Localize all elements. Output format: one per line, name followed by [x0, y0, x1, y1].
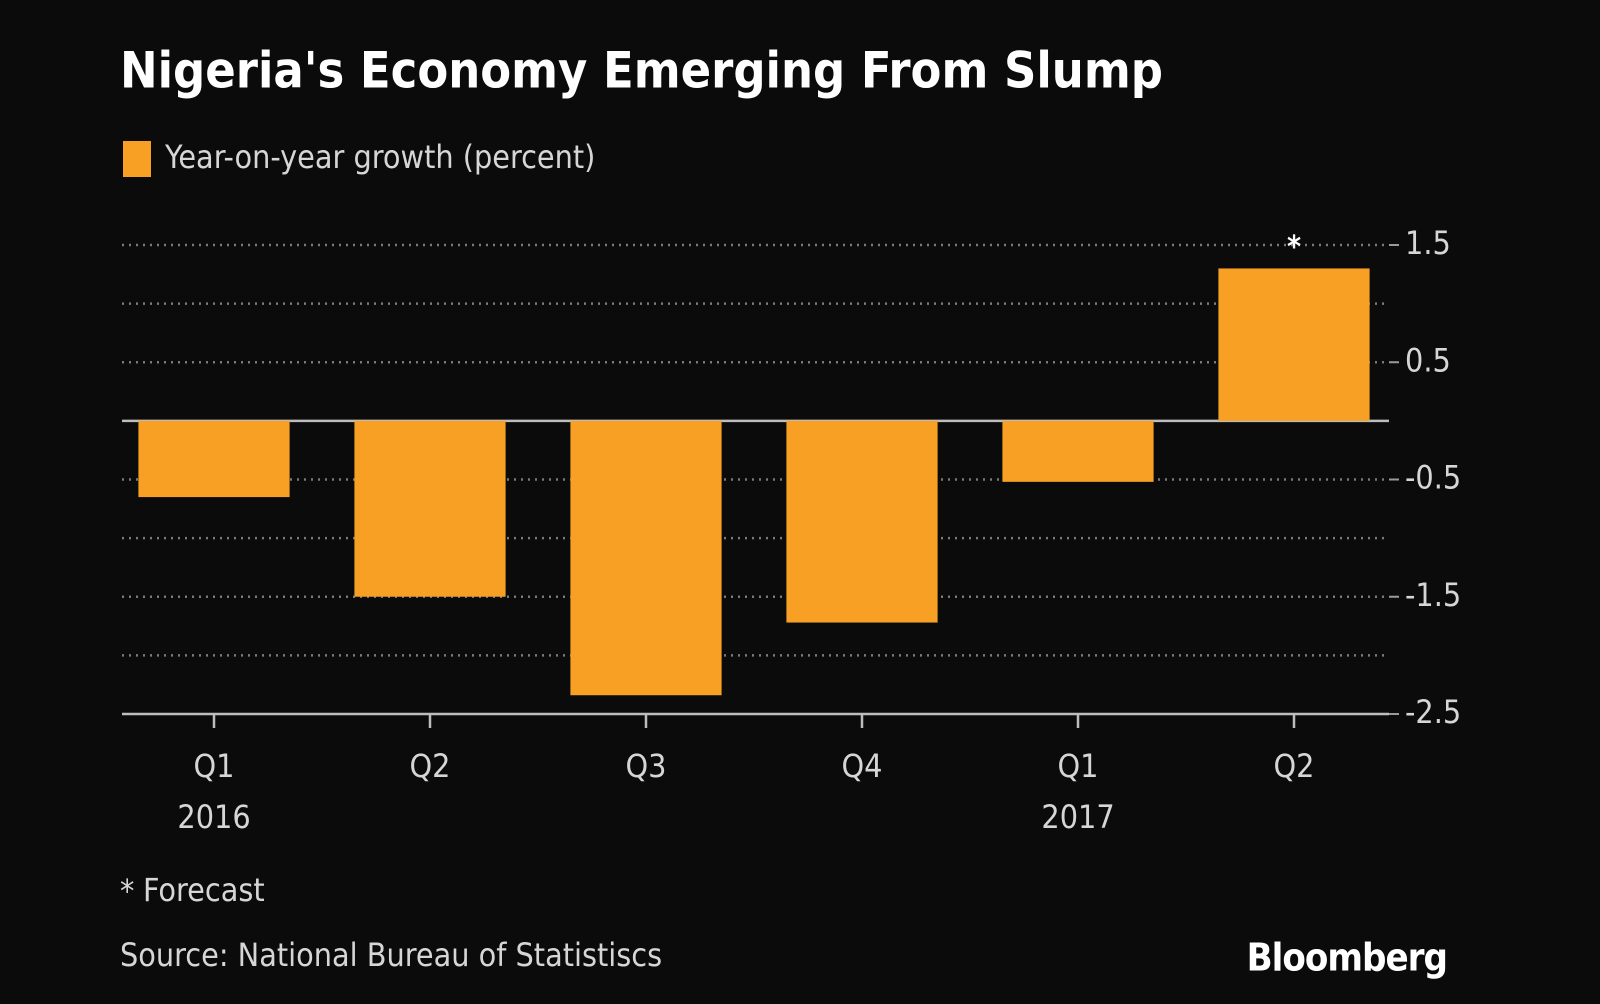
forecast-marker: * — [1287, 230, 1301, 265]
bar — [354, 420, 506, 597]
x-tick-label: Q3 — [626, 747, 667, 785]
y-tick-label: -0.5 — [1405, 459, 1461, 497]
y-tick-label: -1.5 — [1405, 576, 1461, 614]
chart-title: Nigeria's Economy Emerging From Slump — [120, 42, 1163, 100]
x-tick-label: Q2 — [1274, 747, 1315, 785]
legend-label: Year-on-year growth (percent) — [164, 138, 595, 176]
x-tick-label: Q1 — [194, 747, 235, 785]
x-year-label: 2017 — [1041, 798, 1114, 836]
forecast-symbol: * — [120, 872, 134, 910]
legend-swatch — [123, 141, 151, 177]
x-tick-label: Q1 — [1058, 747, 1099, 785]
bar — [1002, 420, 1154, 482]
forecast-note: Forecast — [143, 871, 265, 909]
y-tick-label: 0.5 — [1405, 341, 1451, 379]
bar — [570, 420, 722, 696]
source: Source: National Bureau of Statistiscs — [120, 936, 662, 974]
bar — [138, 420, 290, 498]
x-tick-label: Q2 — [410, 747, 451, 785]
x-tick-label: Q4 — [842, 747, 883, 785]
y-tick-label: -2.5 — [1405, 693, 1461, 731]
brand: Bloomberg — [1247, 936, 1447, 980]
bar — [786, 420, 938, 623]
y-tick-label: 1.5 — [1405, 224, 1451, 262]
bar — [1218, 268, 1370, 421]
x-year-label: 2016 — [177, 798, 250, 836]
